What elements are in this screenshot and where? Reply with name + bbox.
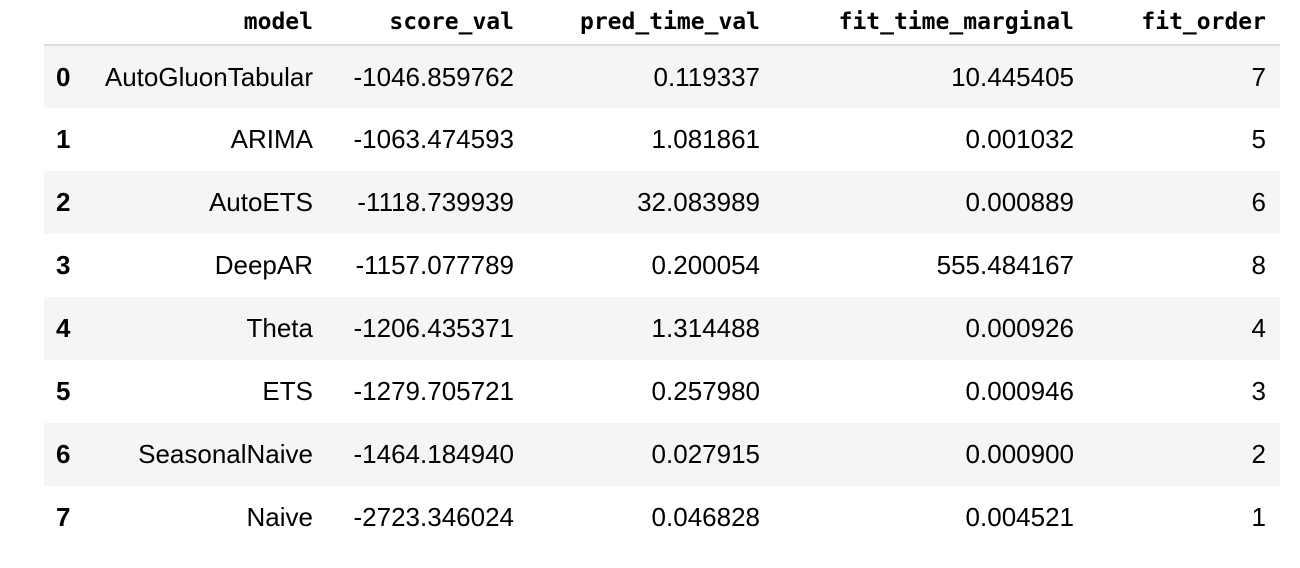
cell-pred-time-val: 0.027915 [651,439,760,469]
cell-score-val: -1206.435371 [353,313,514,343]
cell-score-val: -1279.705721 [353,376,514,406]
index-header [44,0,88,46]
cell-model: Naive [246,502,313,532]
cell-model: AutoETS [208,187,313,217]
table-row: 2 AutoETS -1118.739939 32.083989 0.00088… [44,171,1280,234]
cell-fit-order: 8 [1251,250,1266,280]
dataframe-output: model score_val pred_time_val fit_time_m… [44,0,1280,549]
cell-fit-order: 3 [1251,376,1266,406]
cell-fit-order: 6 [1251,187,1266,217]
cell-pred-time-val: 0.200054 [651,250,760,280]
table-row: 6 SeasonalNaive -1464.184940 0.027915 0.… [44,423,1280,486]
cell-fit-time-marginal: 555.484167 [936,250,1074,280]
table-body: 0 AutoGluonTabular -1046.859762 0.119337… [44,45,1280,549]
table-row: 5 ETS -1279.705721 0.257980 0.000946 3 [44,360,1280,423]
table-row: 7 Naive -2723.346024 0.046828 0.004521 1 [44,486,1280,549]
row-index: 3 [56,250,71,280]
header-row: model score_val pred_time_val fit_time_m… [44,0,1280,46]
row-index: 7 [56,502,71,532]
cell-pred-time-val: 1.081861 [651,124,760,154]
cell-fit-order: 1 [1251,502,1266,532]
cell-pred-time-val: 32.083989 [637,187,760,217]
cell-model: SeasonalNaive [138,439,313,469]
table-row: 4 Theta -1206.435371 1.314488 0.000926 4 [44,297,1280,360]
cell-model: DeepAR [214,250,313,280]
cell-fit-time-marginal: 0.000889 [965,187,1074,217]
cell-pred-time-val: 0.046828 [651,502,760,532]
cell-pred-time-val: 0.257980 [651,376,760,406]
cell-score-val: -1063.474593 [353,124,514,154]
cell-fit-time-marginal: 0.000946 [965,376,1074,406]
row-index: 1 [56,124,71,154]
column-header-fit-order: fit_order [1088,0,1280,46]
cell-model: ETS [262,376,313,406]
column-header-model: model [88,0,327,46]
cell-fit-order: 4 [1251,313,1266,343]
table-row: 0 AutoGluonTabular -1046.859762 0.119337… [44,45,1280,108]
cell-fit-time-marginal: 10.445405 [951,61,1074,92]
cell-model: Theta [246,313,314,343]
table-row: 3 DeepAR -1157.077789 0.200054 555.48416… [44,234,1280,297]
cell-model: ARIMA [230,124,313,154]
cell-fit-time-marginal: 0.004521 [965,502,1074,532]
cell-fit-time-marginal: 0.000926 [965,313,1074,343]
cell-pred-time-val: 0.119337 [653,61,760,92]
cell-score-val: -1157.077789 [355,250,514,280]
cell-model: AutoGluonTabular [104,61,313,92]
column-header-score-val: score_val [327,0,528,46]
table-header: model score_val pred_time_val fit_time_m… [44,0,1280,46]
row-index: 2 [56,187,71,217]
row-index: 0 [56,61,71,92]
cell-score-val: -1464.184940 [353,439,514,469]
dataframe-table: model score_val pred_time_val fit_time_m… [44,0,1280,549]
cell-fit-time-marginal: 0.000900 [965,439,1074,469]
cell-fit-order: 5 [1251,124,1266,154]
column-header-fit-time-marginal: fit_time_marginal [774,0,1088,46]
cell-score-val: -1118.739939 [357,187,514,217]
row-index: 5 [56,376,71,406]
cell-pred-time-val: 1.314488 [651,313,760,343]
row-index: 4 [56,313,71,343]
cell-fit-order: 2 [1251,439,1266,469]
cell-fit-order: 7 [1251,61,1266,92]
cell-score-val: -1046.859762 [353,61,514,92]
table-row: 1 ARIMA -1063.474593 1.081861 0.001032 5 [44,108,1280,171]
cell-score-val: -2723.346024 [353,502,514,532]
column-header-pred-time-val: pred_time_val [528,0,774,46]
cell-fit-time-marginal: 0.001032 [965,124,1074,154]
row-index: 6 [56,439,71,469]
